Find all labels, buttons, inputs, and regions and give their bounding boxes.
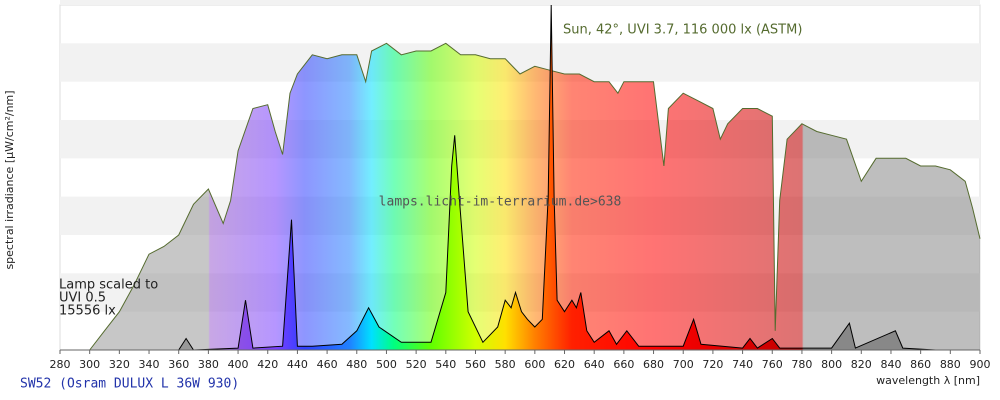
x-tick-label: 840 <box>880 358 901 371</box>
lamp-annotation: UVI 0.5 <box>59 291 106 306</box>
area-line <box>60 4 980 351</box>
x-tick-label: 680 <box>643 358 664 371</box>
x-tick-label: 820 <box>851 358 872 371</box>
x-tick-label: 720 <box>702 358 723 371</box>
chart-title: SW52 (Osram DULUX L 36W 930) <box>20 377 239 392</box>
x-tick-label: 360 <box>168 358 189 371</box>
x-tick-label: 560 <box>465 358 486 371</box>
x-tick-label: 660 <box>613 358 634 371</box>
watermark: lamps.licht-im-terrarium.de>638 <box>379 195 622 210</box>
x-tick-label: 400 <box>228 358 249 371</box>
x-tick-label: 480 <box>346 358 367 371</box>
grid-band <box>60 0 980 5</box>
x-tick-label: 520 <box>406 358 427 371</box>
x-tick-label: 460 <box>317 358 338 371</box>
plot-area <box>60 4 981 351</box>
lamp-annotation: Lamp scaled to <box>59 278 158 293</box>
x-tick-label: 540 <box>435 358 456 371</box>
x-tick-label: 600 <box>524 358 545 371</box>
x-tick-label: 740 <box>732 358 753 371</box>
x-tick-label: 280 <box>50 358 71 371</box>
x-tick-label: 900 <box>970 358 991 371</box>
x-tick-label: 500 <box>376 358 397 371</box>
x-tick-label: 640 <box>584 358 605 371</box>
x-tick-label: 580 <box>495 358 516 371</box>
x-tick-label: 700 <box>673 358 694 371</box>
x-tick-label: 340 <box>139 358 160 371</box>
x-tick-label: 760 <box>762 358 783 371</box>
x-axis-label: wavelength λ [nm] <box>876 374 980 387</box>
x-tick-label: 380 <box>198 358 219 371</box>
x-tick-label: 860 <box>910 358 931 371</box>
x-tick-label: 880 <box>940 358 961 371</box>
x-tick-label: 620 <box>554 358 575 371</box>
x-tick-label: 320 <box>109 358 130 371</box>
x-tick-label: 800 <box>821 358 842 371</box>
x-tick-label: 440 <box>287 358 308 371</box>
y-axis-label: spectral irradiance [µW/cm²/nm] <box>3 90 16 269</box>
lamp-annotation: 15556 lx <box>59 304 116 319</box>
area-fill <box>89 43 980 351</box>
area-fill <box>60 5 980 350</box>
sun-annotation: Sun, 42°, UVI 3.7, 116 000 lx (ASTM) <box>563 23 802 38</box>
x-tick-label: 780 <box>791 358 812 371</box>
x-tick-label: 420 <box>257 358 278 371</box>
x-tick-label: 300 <box>79 358 100 371</box>
